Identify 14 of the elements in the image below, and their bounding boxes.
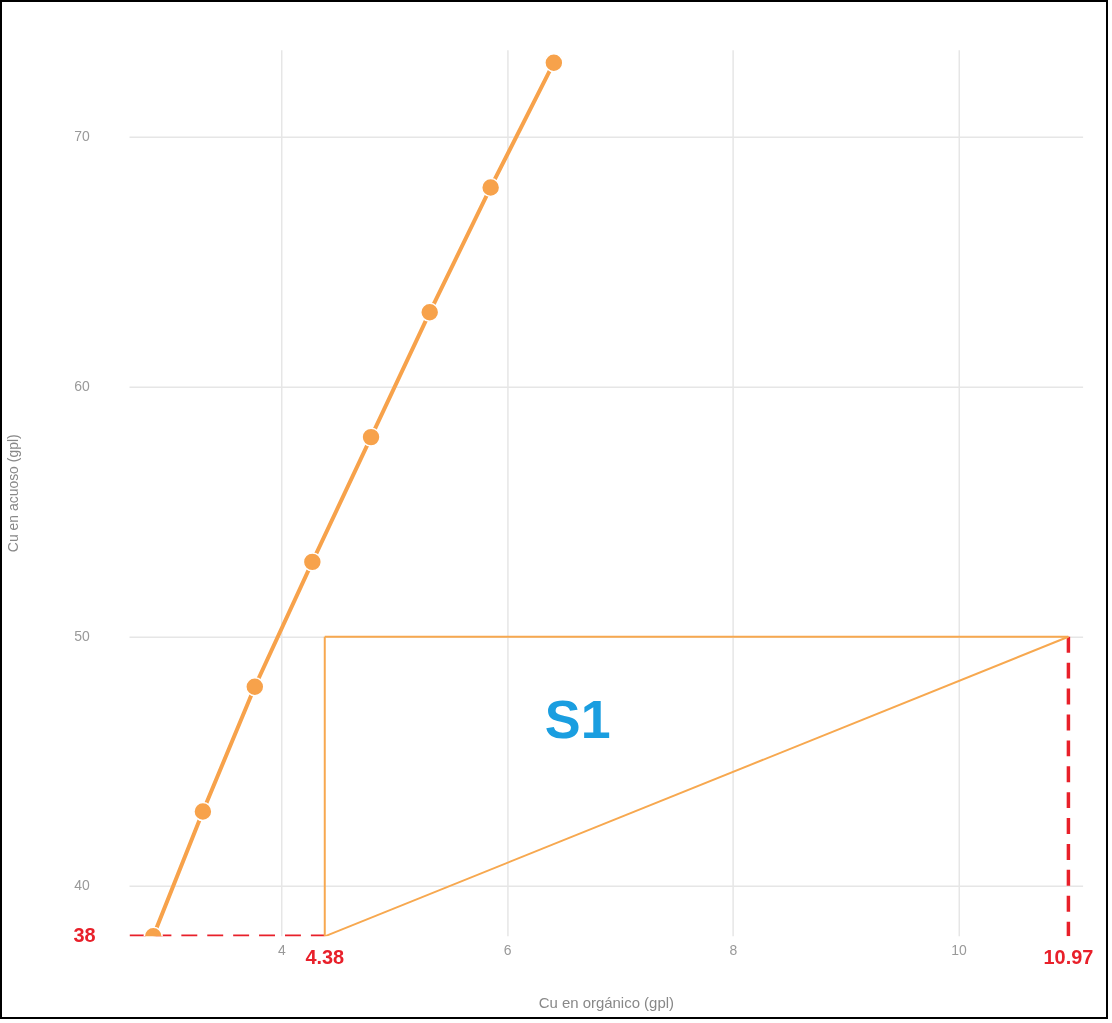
x-tick-label: 4 [278,941,286,958]
y-tick-label: 70 [74,128,90,145]
x-axis-title: Cu en orgánico (gpl) [538,994,675,1012]
x-tick-label: 6 [503,941,512,958]
annotation: 38 [73,923,96,946]
y-tick-label: 60 [74,378,90,395]
annotation: 4.38 [305,945,345,968]
y-axis-title: Cu en acuoso (gpl) [5,434,22,553]
x-tick-label: 10 [951,941,967,958]
annotation: 10.97 [1043,945,1094,968]
y-tick-label: 50 [74,627,90,644]
y-tick-label: 40 [74,877,90,894]
annotation: S1 [544,689,611,750]
x-tick-label: 8 [729,941,738,958]
